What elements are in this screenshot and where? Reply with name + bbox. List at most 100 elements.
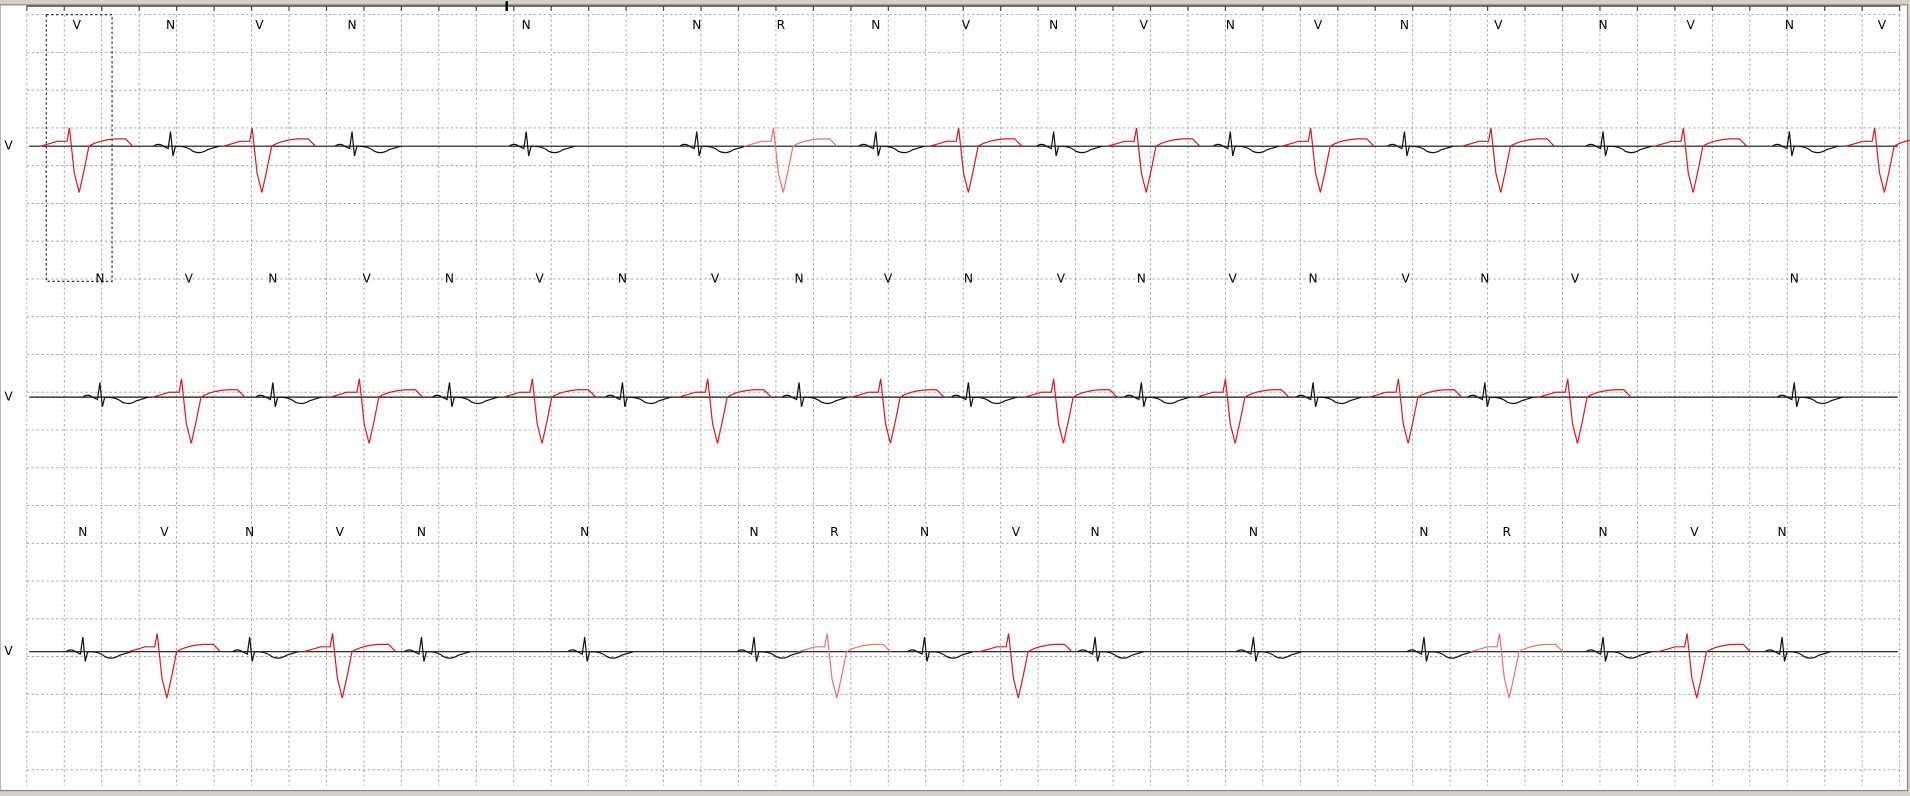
beat-label: N (1049, 18, 1058, 32)
beat-waveform (1107, 127, 1201, 193)
selection-box[interactable] (45, 14, 113, 282)
beat-waveform (404, 636, 471, 662)
beat-label: N (1249, 525, 1258, 539)
beat-label: V (1571, 271, 1580, 285)
beat-label: V (1140, 18, 1149, 32)
beat-waveform (1196, 378, 1290, 444)
beat-label: V (1314, 18, 1323, 32)
beat-waveform (744, 127, 838, 193)
grid (26, 6, 1901, 786)
beat-label: N (1598, 18, 1607, 32)
beat-label: N (522, 18, 531, 32)
beat-waveform (1123, 382, 1191, 407)
beat-label: N (749, 525, 758, 539)
beat-label: N (692, 18, 701, 32)
beat-label: N (445, 271, 454, 285)
beat-label: N (871, 18, 880, 32)
beat-waveform (1236, 636, 1303, 662)
beat-label: N (347, 18, 356, 32)
beat-waveform (1654, 127, 1748, 193)
beat-label: V (1012, 525, 1021, 539)
beat-label: N (1598, 525, 1607, 539)
beat-waveform (950, 382, 1018, 407)
beat-label: N (1790, 271, 1799, 285)
beat-label: N (268, 271, 277, 285)
beat-label: V (1402, 271, 1411, 285)
beat-label: R (830, 525, 839, 539)
beat-label: N (795, 271, 804, 285)
beat-label: N (1309, 271, 1318, 285)
waveforms (29, 127, 1910, 699)
beat-waveform (334, 131, 401, 157)
beat-label: V (185, 271, 194, 285)
beat-label: V (1057, 271, 1066, 285)
beat-label: N (618, 271, 627, 285)
beat-waveform (858, 131, 925, 157)
beat-label: N (1137, 271, 1146, 285)
beat-waveform (605, 382, 672, 407)
beat-label: N (245, 525, 254, 539)
beat-waveform (567, 636, 634, 662)
beat-waveform (736, 636, 803, 662)
beat-waveform (152, 378, 246, 444)
lead-label: V (4, 139, 13, 153)
beat-waveform (65, 636, 132, 662)
beat-waveform (979, 633, 1073, 699)
beat-waveform (82, 382, 149, 407)
beat-waveform (1585, 131, 1652, 157)
beat-waveform (40, 127, 134, 193)
beat-waveform (1467, 382, 1534, 407)
beat-waveform (1470, 633, 1564, 699)
beat-label: V (962, 18, 971, 32)
beat-waveform (679, 131, 746, 157)
beat-label: V (535, 271, 544, 285)
beat-waveform (907, 636, 974, 662)
beat-waveform (508, 131, 576, 157)
beat-waveform (1657, 633, 1751, 699)
beat-waveform (1764, 636, 1831, 662)
beat-waveform (1776, 382, 1844, 407)
beat-label: V (73, 18, 82, 32)
beat-label: R (1503, 525, 1512, 539)
beat-waveform (432, 382, 499, 407)
lead-label: V (4, 390, 13, 404)
beat-waveform (1387, 131, 1454, 157)
beat-waveform (797, 633, 891, 699)
beat-label: N (1419, 525, 1428, 539)
beat-waveform (1585, 636, 1652, 662)
beat-label: N (1091, 525, 1100, 539)
beat-label: N (580, 525, 589, 539)
lead-label: V (4, 644, 13, 658)
beat-label: N (1778, 525, 1787, 539)
beat-waveform (1771, 131, 1839, 157)
beat-waveform (1406, 636, 1473, 662)
beat-waveform (153, 131, 220, 157)
beat-waveform (222, 127, 316, 193)
beat-waveform (1281, 127, 1375, 193)
beat-label: V (1690, 525, 1699, 539)
beat-waveform (1538, 378, 1632, 444)
beat-waveform (929, 127, 1023, 193)
beat-label: V (362, 271, 371, 285)
beat-label: N (1226, 18, 1235, 32)
beat-label: N (964, 271, 973, 285)
beat-label: V (884, 271, 893, 285)
beat-waveform (1461, 127, 1555, 193)
beat-waveform (678, 378, 772, 444)
beat-waveform (1845, 127, 1910, 193)
beat-waveform (1036, 131, 1103, 157)
beat-waveform (303, 633, 397, 699)
beat-label: V (711, 271, 720, 285)
beat-waveform (781, 382, 848, 407)
beat-label: R (777, 18, 786, 32)
beat-label: V (1687, 18, 1696, 32)
beat-label: V (1229, 271, 1238, 285)
beat-label: V (1494, 18, 1503, 32)
beat-label: N (95, 271, 104, 285)
beat-label: N (1785, 18, 1794, 32)
beat-label: N (166, 18, 175, 32)
beat-waveform (1368, 378, 1463, 444)
beat-label: V (160, 525, 169, 539)
